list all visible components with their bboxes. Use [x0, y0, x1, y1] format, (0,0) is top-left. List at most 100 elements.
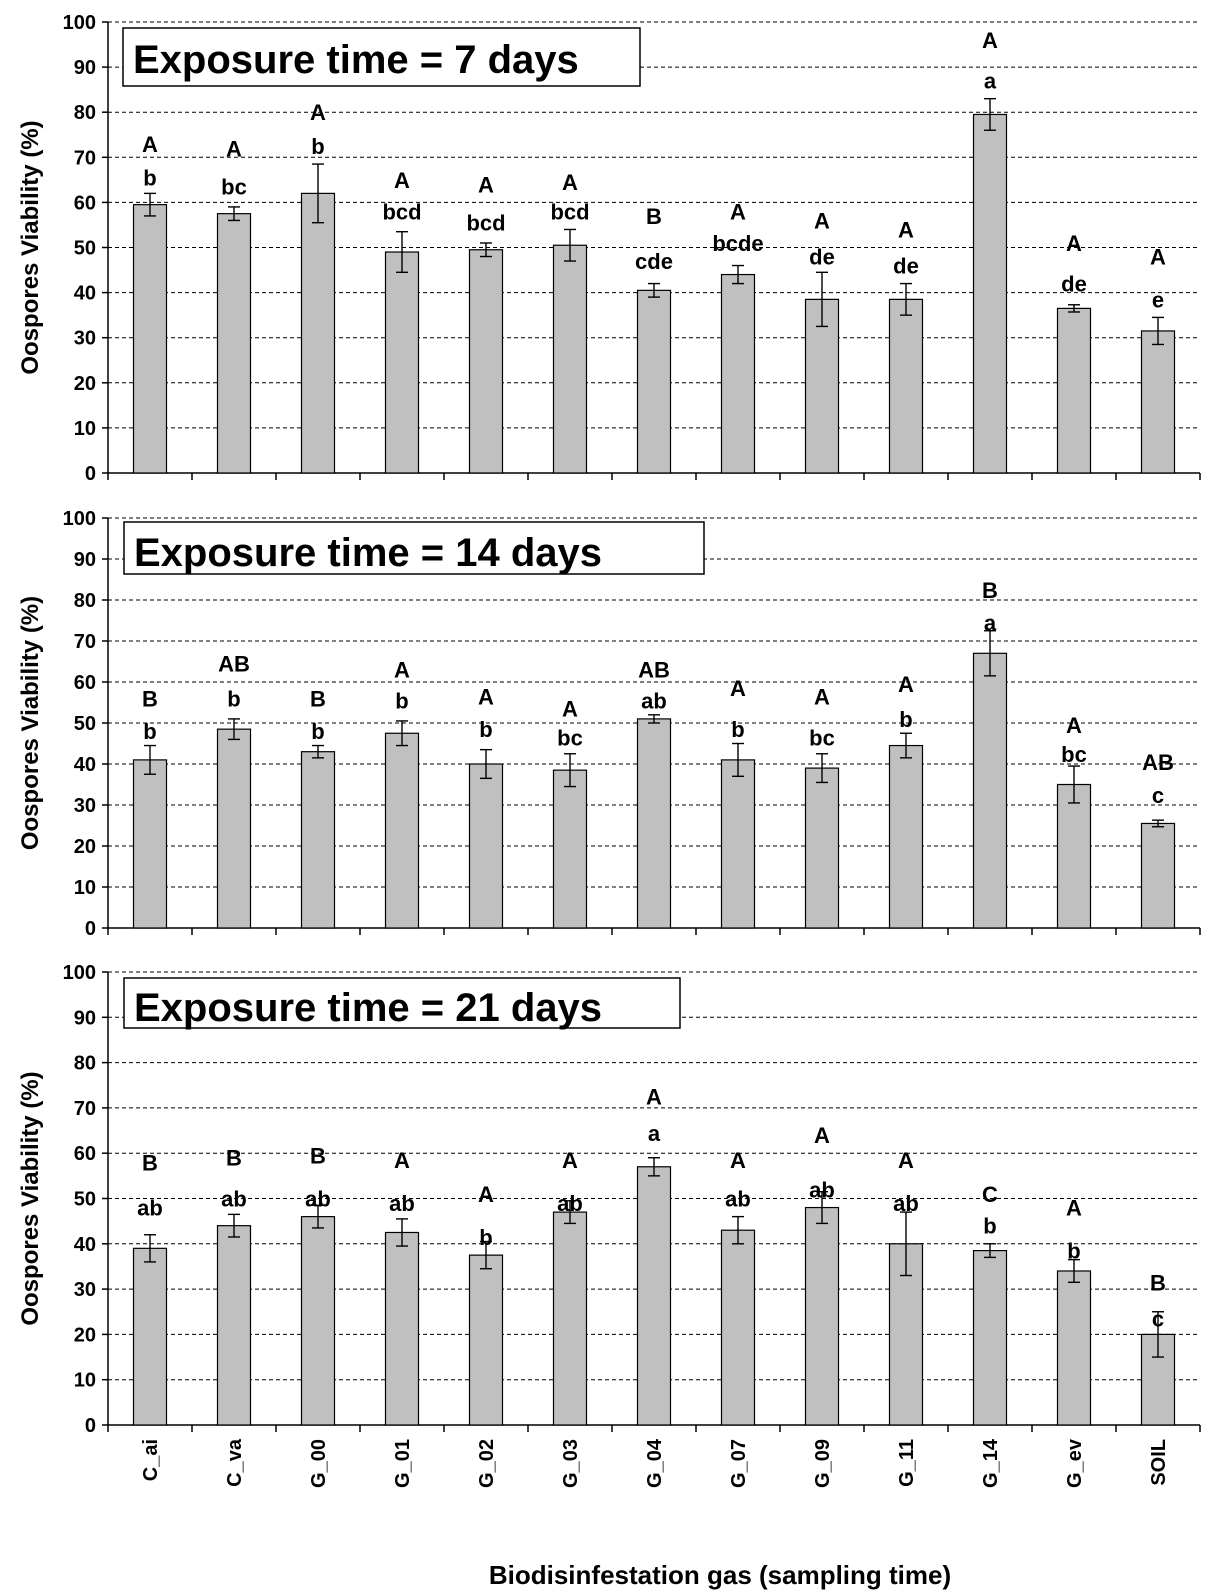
significance-lower-letter: bcd [550, 199, 589, 224]
significance-lower-letter: ab [137, 1196, 163, 1221]
chart-panel-7-days: Exposure time = 7 days 0 10 20 30 40 50 60 70 80 9… [17, 12, 1201, 485]
y-tick-label: 80 [74, 102, 96, 124]
significance-upper-letter: AB [638, 658, 670, 683]
chart-title-box [123, 977, 681, 1029]
y-tick-label: 30 [74, 1279, 96, 1301]
significance-lower-letter: bcd [466, 211, 505, 236]
significance-upper-letter: A [394, 168, 410, 193]
significance-lower-letter: b [731, 717, 744, 742]
y-tick-label: 20 [74, 1324, 96, 1346]
significance-upper-letter: A [562, 697, 578, 722]
significance-upper-letter: A [898, 672, 914, 697]
x-tick-label: C_ai [140, 1439, 162, 1481]
bar-g-ev [1056, 1270, 1092, 1426]
bar-g-07 [720, 759, 756, 929]
significance-upper-letter: A [814, 1123, 830, 1148]
significance-upper-letter: A [1150, 245, 1166, 270]
bar-g-09 [804, 767, 840, 929]
bar-g-09 [804, 1206, 840, 1426]
x-tick-label: G_09 [812, 1439, 834, 1488]
significance-lower-letter: b [479, 1225, 492, 1250]
x-tick-label: G_01 [392, 1439, 414, 1488]
significance-upper-letter: A [562, 1148, 578, 1173]
bar-soil [1140, 330, 1176, 474]
bar-g-03 [552, 1211, 588, 1426]
y-tick-label: 40 [74, 1234, 96, 1256]
x-tick-label: G_00 [308, 1439, 330, 1488]
significance-upper-letter: A [1066, 1196, 1082, 1221]
y-tick-label: 0 [85, 918, 96, 940]
significance-lower-letter: ab [221, 1187, 247, 1212]
y-tick-label: 80 [74, 590, 96, 612]
significance-lower-letter: ab [641, 688, 667, 713]
significance-upper-letter: A [730, 1148, 746, 1173]
y-tick-label: 10 [74, 418, 96, 440]
significance-upper-letter: A [562, 170, 578, 195]
significance-lower-letter: ab [809, 1177, 835, 1202]
significance-lower-letter: bcd [382, 199, 421, 224]
x-tick-label: SOIL [1148, 1439, 1170, 1486]
significance-lower-letter: de [809, 245, 835, 270]
y-tick-label: 30 [74, 795, 96, 817]
significance-lower-letter: ab [893, 1191, 919, 1216]
chart-title: Exposure time = 7 days [133, 38, 579, 82]
significance-lower-letter: b [983, 1214, 996, 1239]
y-tick-label: 50 [74, 238, 96, 260]
bar-g-03 [552, 769, 588, 929]
significance-upper-letter: AB [1142, 750, 1174, 775]
significance-upper-letter: A [478, 684, 494, 709]
x-tick-label: G_03 [560, 1439, 582, 1488]
significance-upper-letter: A [394, 1148, 410, 1173]
significance-upper-letter: A [730, 199, 746, 224]
significance-upper-letter: C [982, 1182, 998, 1207]
bar-g-04 [636, 718, 672, 929]
significance-upper-letter: B [646, 204, 662, 229]
y-tick-label: 40 [74, 283, 96, 305]
x-tick-label: G_07 [728, 1439, 750, 1488]
y-tick-label: 100 [63, 962, 96, 984]
bar-g-14 [972, 113, 1008, 474]
bar-g-02 [468, 249, 504, 474]
x-tick-label: G_14 [980, 1438, 1002, 1488]
significance-lower-letter: b [311, 134, 324, 159]
bar-g-09 [804, 298, 840, 474]
chart-title: Exposure time = 14 days [134, 531, 602, 575]
bar-g-03 [552, 244, 588, 474]
y-tick-label: 90 [74, 57, 96, 79]
significance-lower-letter: de [1061, 272, 1087, 297]
bar-g-00 [300, 751, 336, 929]
x-tick-label: G_ev [1064, 1438, 1086, 1488]
significance-upper-letter: A [310, 100, 326, 125]
y-tick-label: 70 [74, 147, 96, 169]
bar-g-ev [1056, 783, 1092, 929]
y-tick-label: 40 [74, 754, 96, 776]
significance-upper-letter: A [982, 28, 998, 53]
chart-panel-14-days: Exposure time = 14 days 0 10 20 30 40 50 60 70 80… [17, 508, 1201, 940]
y-tick-label: 70 [74, 631, 96, 653]
significance-lower-letter: b [227, 686, 240, 711]
bar-g-04 [636, 289, 672, 474]
bar-c-ai [132, 1247, 168, 1426]
y-tick-label: 0 [85, 1415, 96, 1437]
significance-lower-letter: ab [389, 1191, 415, 1216]
chart-title: Exposure time = 21 days [134, 986, 602, 1030]
significance-lower-letter: e [1152, 287, 1164, 312]
significance-upper-letter: A [478, 1182, 494, 1207]
chart-title-box [122, 27, 641, 87]
significance-lower-letter: a [984, 611, 997, 636]
x-axis-label: Biodisinfestation gas (sampling time) [489, 1560, 951, 1590]
y-tick-label: 100 [63, 12, 96, 34]
significance-upper-letter: B [1150, 1270, 1166, 1295]
significance-upper-letter: A [142, 132, 158, 157]
significance-lower-letter: de [893, 254, 919, 279]
bar-c-va [216, 728, 252, 929]
significance-upper-letter: A [1066, 713, 1082, 738]
significance-upper-letter: A [898, 217, 914, 242]
bar-g-01 [384, 732, 420, 929]
significance-lower-letter: b [479, 717, 492, 742]
significance-upper-letter: B [310, 1143, 326, 1168]
bar-g-02 [468, 763, 504, 929]
bar-g-11 [888, 744, 924, 929]
significance-upper-letter: B [226, 1146, 242, 1171]
y-tick-label: 60 [74, 1143, 96, 1165]
